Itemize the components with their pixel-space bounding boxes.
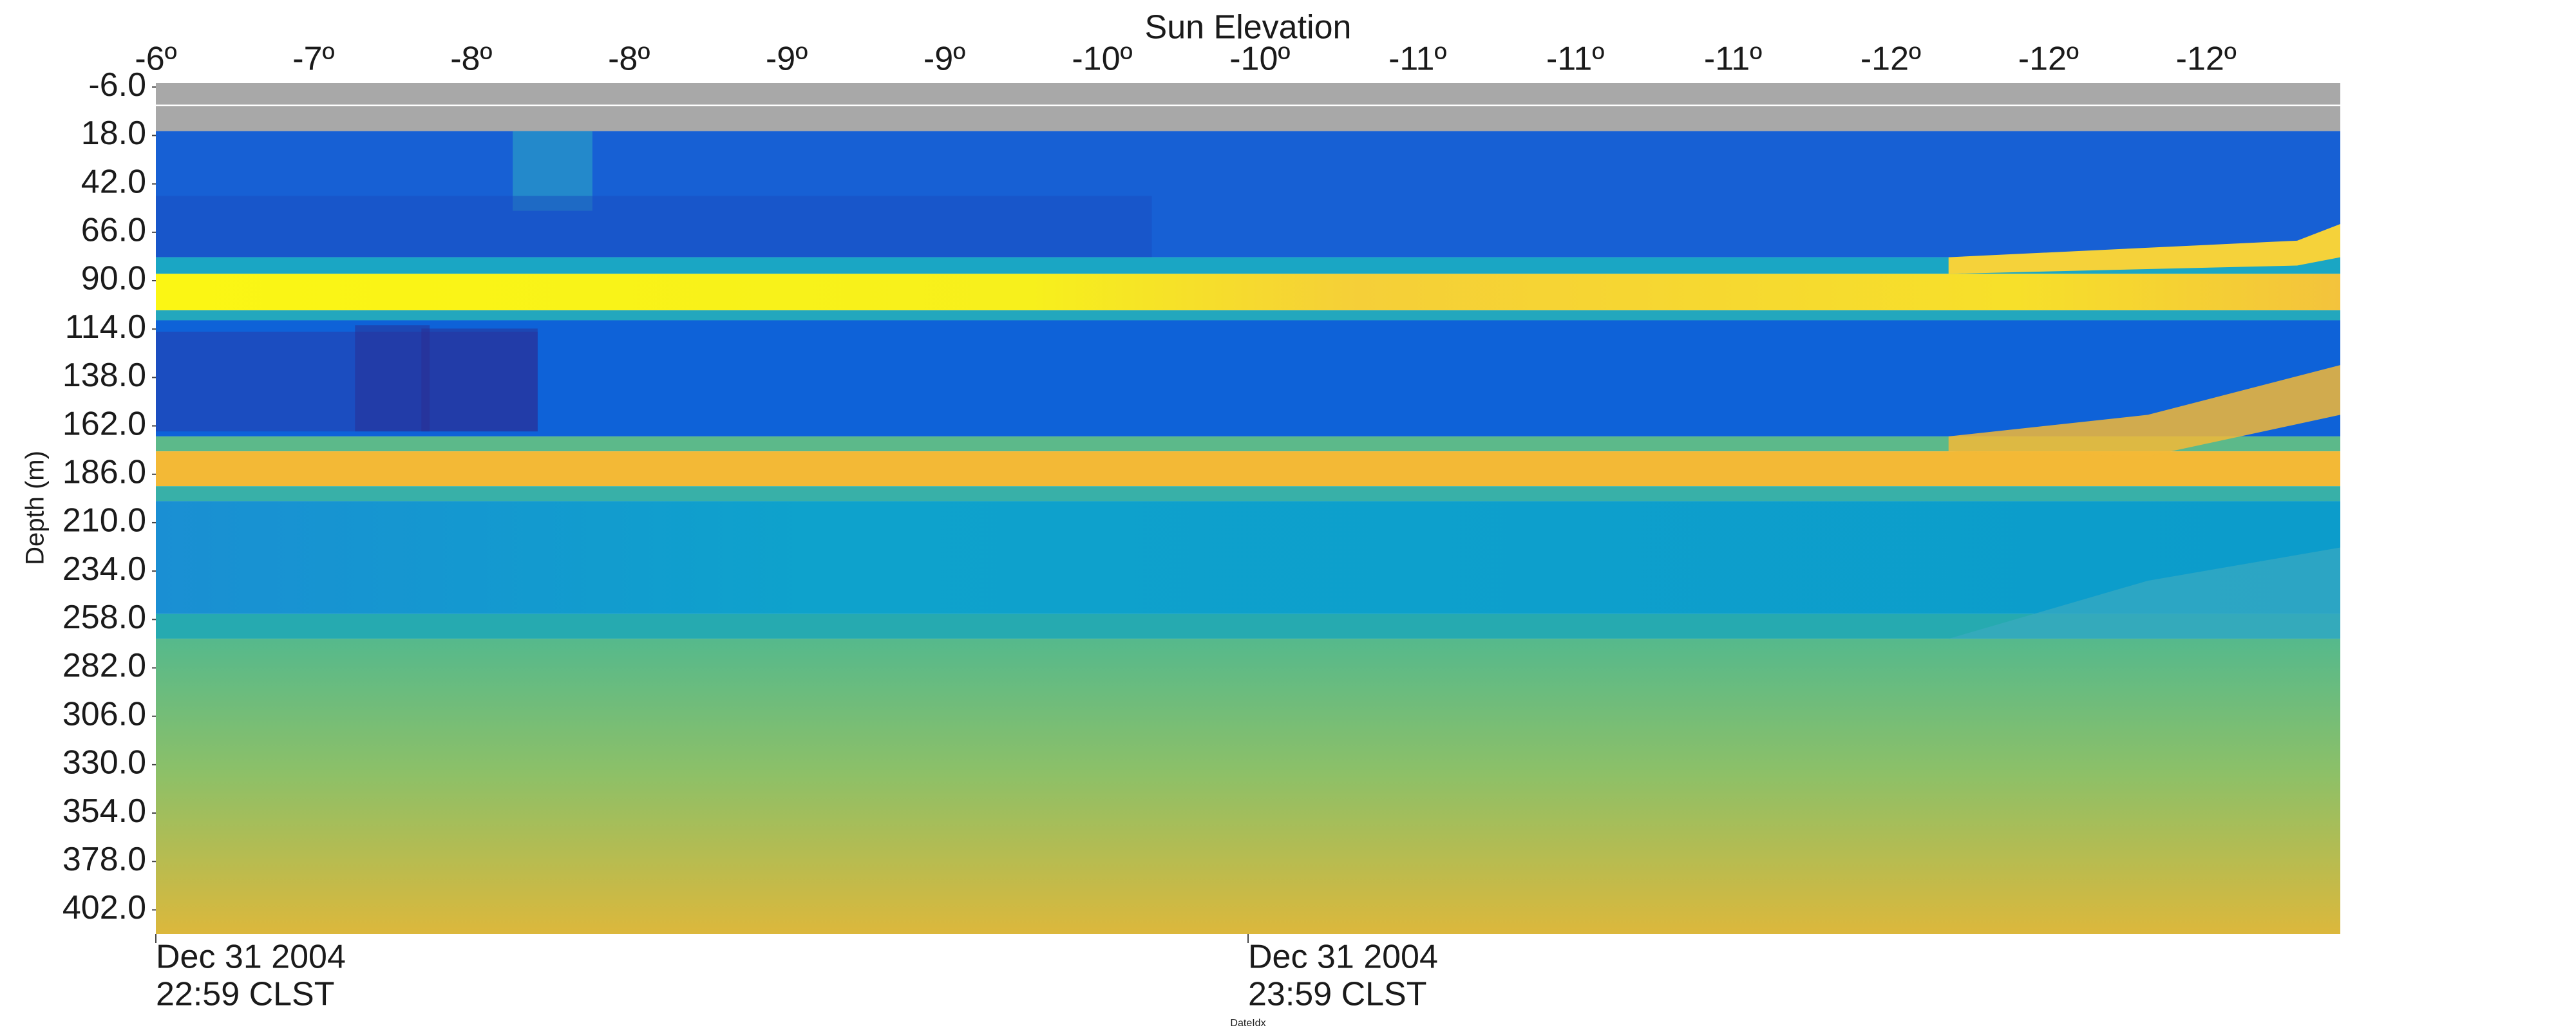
y-tick-label: 282.0 [62, 647, 146, 684]
x-tick-label: 22:59 CLST [156, 976, 335, 1013]
echogram [156, 83, 2340, 934]
y-tick-label: 234.0 [62, 550, 146, 588]
top-tick-label: -11º [1704, 41, 1762, 78]
chart-title: Sun Elevation [1145, 9, 1352, 46]
y-tick-label: 306.0 [62, 695, 146, 733]
y-tick-label: 42.0 [81, 163, 146, 200]
y-tick-label: 258.0 [62, 599, 146, 636]
x-tick-label: 23:59 CLST [1248, 976, 1427, 1013]
top-tick-label: -12º [2018, 41, 2079, 78]
y-tick-label: 378.0 [62, 841, 146, 878]
y-tick-label: 402.0 [62, 889, 146, 926]
y-tick-label: 354.0 [62, 792, 146, 830]
top-tick-label: -12º [1861, 41, 1921, 78]
y-tick-label: 90.0 [81, 260, 146, 297]
top-tick-label: -11º [1388, 41, 1446, 78]
top-tick-label: -9º [766, 41, 808, 78]
top-tick-label: -6º [135, 41, 176, 78]
y-tick-label: 18.0 [81, 115, 146, 152]
top-tick-label: -7º [292, 41, 334, 78]
y-tick-label: 114.0 [65, 308, 146, 346]
y-tick-label: 162.0 [62, 405, 146, 442]
y-tick-label: 330.0 [62, 744, 146, 782]
y-tick-label: 66.0 [81, 212, 146, 249]
top-tick-label: -8º [450, 41, 492, 78]
y-tick-label: 138.0 [62, 357, 146, 394]
top-tick-label: -9º [923, 41, 965, 78]
top-tick-label: -11º [1546, 41, 1604, 78]
y-tick-label: 186.0 [62, 453, 146, 491]
top-tick-label: -12º [2176, 41, 2237, 78]
x-tick-label: Dec 31 2004 [156, 939, 346, 976]
top-tick-label: -10º [1229, 41, 1290, 78]
x-axis-label: DateIdx [1230, 1018, 1265, 1029]
y-axis-label: Depth (m) [21, 451, 50, 565]
y-tick-label: -6.0 [88, 66, 146, 104]
y-tick-label: 210.0 [62, 502, 146, 539]
top-tick-label: -8º [608, 41, 650, 78]
top-tick-label: -10º [1072, 41, 1132, 78]
x-tick-label: Dec 31 2004 [1248, 939, 1438, 976]
